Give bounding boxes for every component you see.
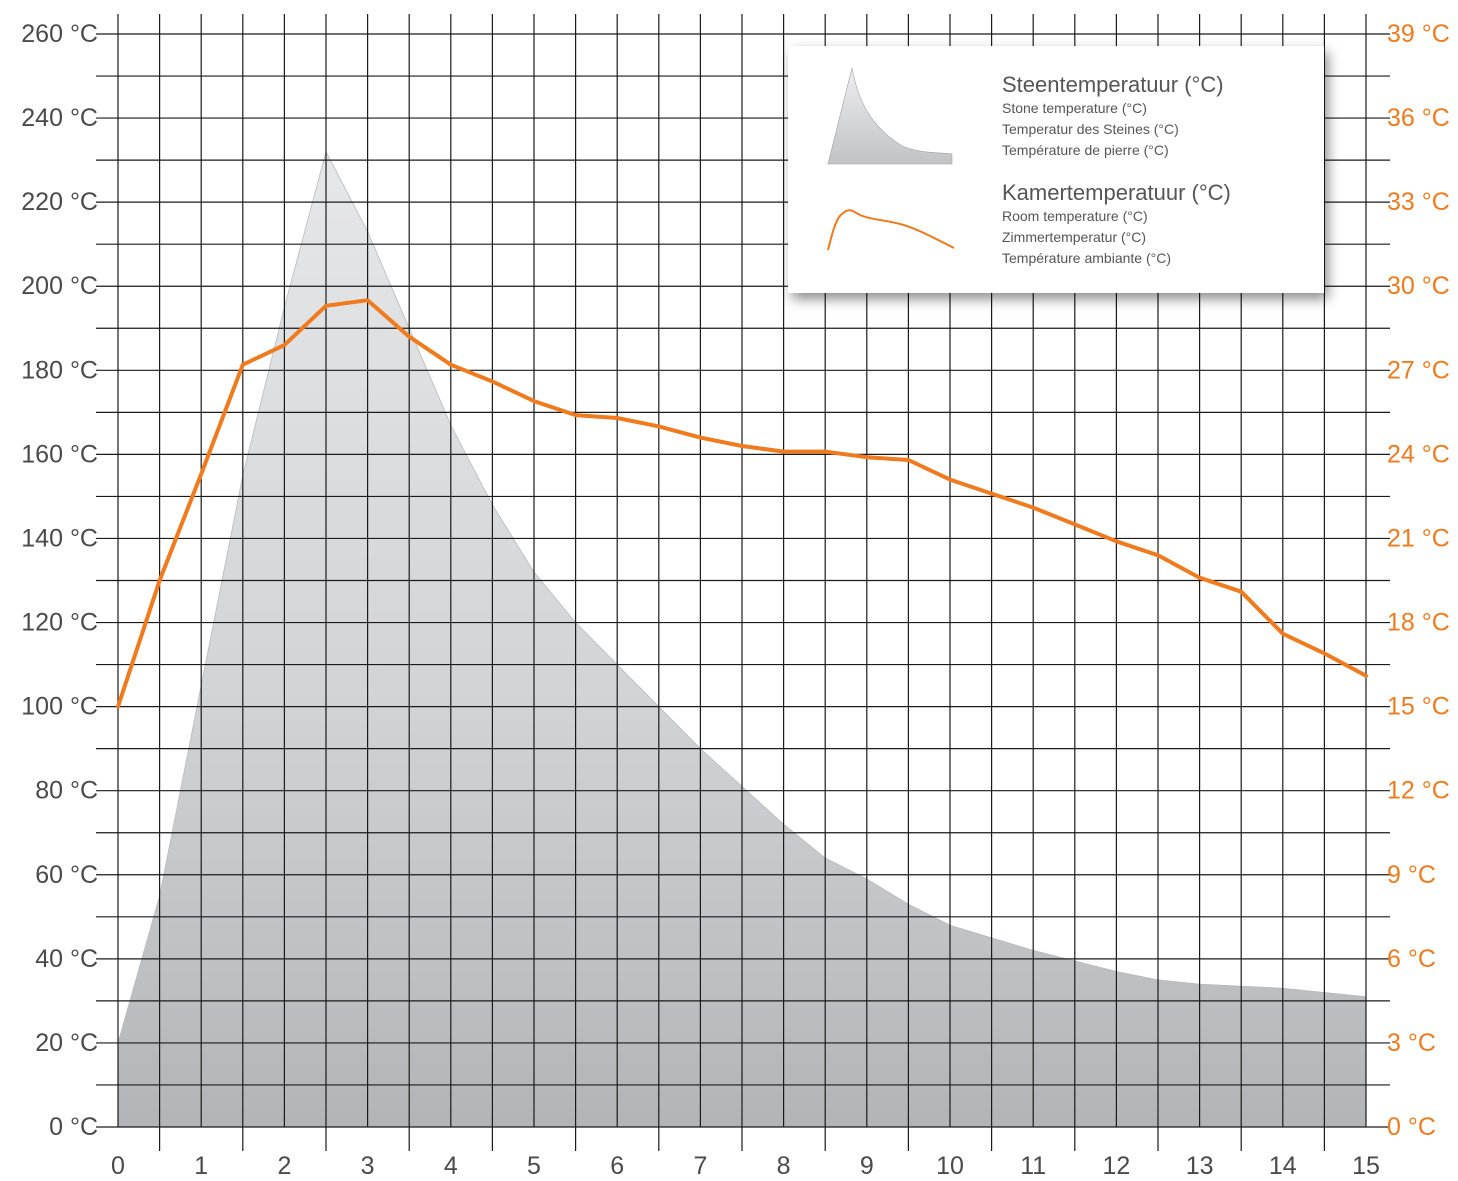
legend-stone-en: Stone temperature (°C) — [1002, 100, 1147, 116]
x-tick-label: 12 — [1102, 1152, 1130, 1180]
x-tick-label: 7 — [693, 1152, 707, 1180]
y-left-tick-label: 20 °C — [35, 1029, 98, 1057]
x-tick-label: 13 — [1186, 1152, 1214, 1180]
legend-stone-title: Steentemperatuur (°C) — [1002, 72, 1224, 97]
x-tick-label: 0 — [111, 1152, 125, 1180]
y-right-tick-label: 33 °C — [1387, 188, 1450, 216]
legend-room-de: Zimmertemperatur (°C) — [1002, 229, 1147, 245]
x-tick-label: 11 — [1020, 1152, 1046, 1180]
y-right-tick-label: 3 °C — [1387, 1029, 1436, 1057]
y-right-tick-label: 12 °C — [1387, 777, 1450, 805]
y-right-tick-label: 36 °C — [1387, 104, 1450, 132]
y-right-tick-label: 0 °C — [1387, 1113, 1436, 1141]
y-left-tick-label: 80 °C — [35, 777, 98, 805]
legend-room-swatch — [827, 209, 955, 251]
legend-room-fr: Température ambiante (°C) — [1002, 250, 1171, 266]
room-temperature-line — [116, 298, 1368, 709]
legend-room-en: Room temperature (°C) — [1002, 208, 1148, 224]
x-tick-label: 14 — [1269, 1152, 1297, 1180]
legend-stone-entry: Steentemperatuur (°C) Stone temperature … — [1002, 72, 1224, 161]
x-tick-label: 15 — [1352, 1152, 1380, 1180]
y-right-tick-label: 18 °C — [1387, 609, 1450, 637]
legend-room-entry: Kamertemperatuur (°C) Room temperature (… — [1002, 180, 1231, 269]
y-right-tick-label: 30 °C — [1387, 272, 1450, 300]
legend-stone-swatch — [827, 67, 953, 165]
y-left-tick-label: 180 °C — [21, 356, 98, 384]
y-left-tick-label: 60 °C — [35, 861, 98, 889]
y-right-tick-label: 21 °C — [1387, 524, 1450, 552]
y-right-tick-label: 6 °C — [1387, 945, 1436, 973]
x-tick-label: 8 — [777, 1152, 791, 1180]
y-right-tick-label: 24 °C — [1387, 440, 1450, 468]
x-tick-label: 3 — [361, 1152, 375, 1180]
y-left-tick-label: 40 °C — [35, 945, 98, 973]
legend-stone-de: Temperatur des Steines (°C) — [1002, 121, 1179, 137]
x-tick-label: 6 — [610, 1152, 624, 1180]
x-tick-label: 4 — [444, 1152, 458, 1180]
legend-room-title: Kamertemperatuur (°C) — [1002, 180, 1231, 205]
y-left-tick-label: 120 °C — [21, 609, 98, 637]
y-left-tick-label: 240 °C — [21, 104, 98, 132]
y-left-tick-label: 220 °C — [21, 188, 98, 216]
y-left-tick-label: 140 °C — [21, 524, 98, 552]
x-tick-label: 9 — [860, 1152, 874, 1180]
x-tick-label: 1 — [194, 1152, 208, 1180]
y-left-tick-label: 0 °C — [49, 1113, 98, 1141]
y-right-tick-label: 27 °C — [1387, 356, 1450, 384]
x-tick-label: 2 — [277, 1152, 291, 1180]
legend-stone-fr: Température de pierre (°C) — [1002, 142, 1169, 158]
y-left-tick-label: 200 °C — [21, 272, 98, 300]
y-right-tick-label: 9 °C — [1387, 861, 1436, 889]
legend: Steentemperatuur (°C) Stone temperature … — [788, 46, 1324, 293]
y-right-tick-label: 39 °C — [1387, 20, 1450, 48]
y-left-tick-label: 160 °C — [21, 440, 98, 468]
x-tick-label: 10 — [936, 1152, 964, 1180]
y-left-tick-label: 260 °C — [21, 20, 98, 48]
y-left-tick-label: 100 °C — [21, 693, 98, 721]
x-tick-label: 5 — [527, 1152, 541, 1180]
y-right-tick-label: 15 °C — [1387, 693, 1450, 721]
